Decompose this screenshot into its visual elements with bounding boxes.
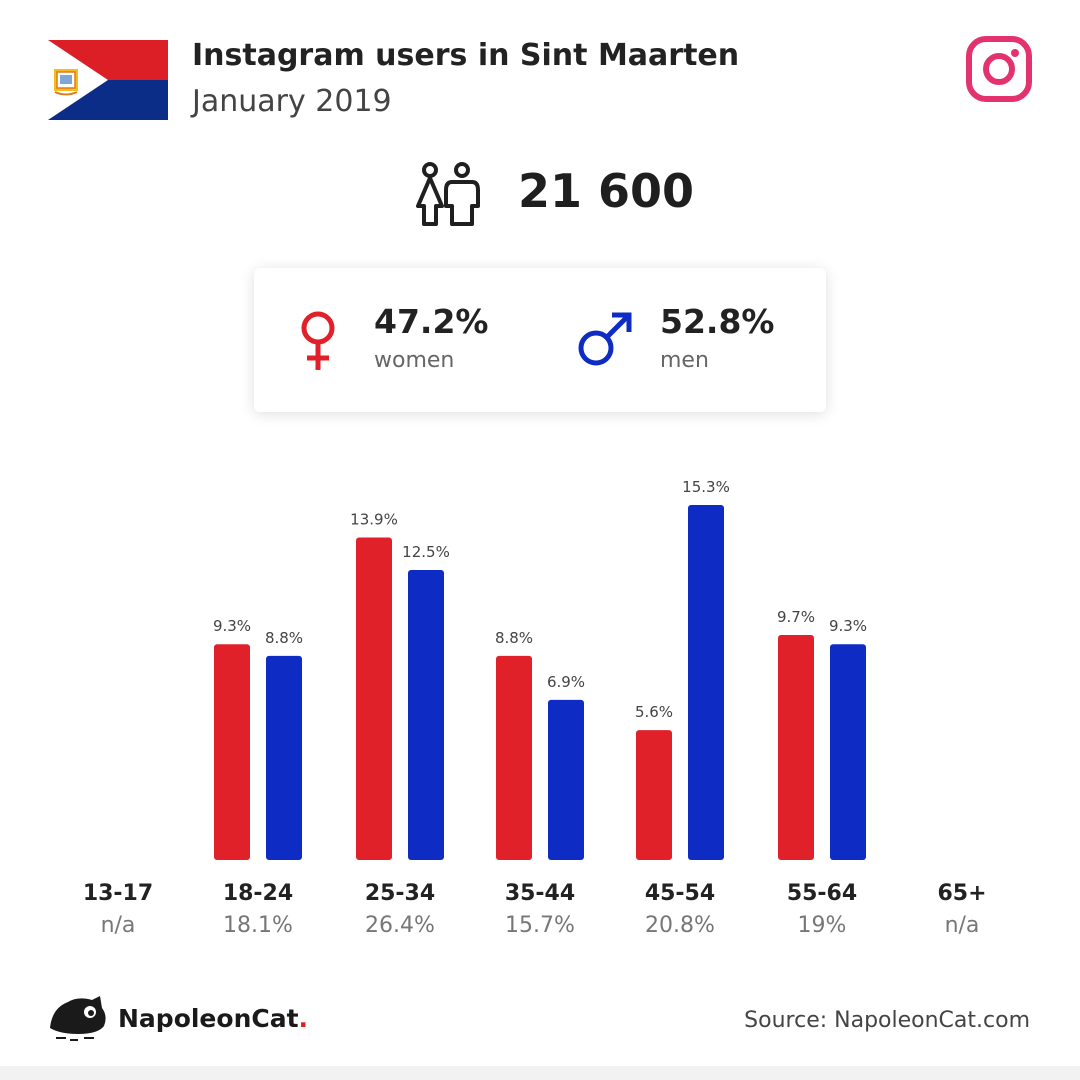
age-group-label: 13-17 (83, 881, 153, 906)
bar-women-25-34 (356, 537, 392, 860)
source-credit: Source: NapoleonCat.com (744, 1008, 1030, 1033)
gender-card: 47.2% women 52.8% men (254, 268, 826, 412)
bar-label-women-18-24: 9.3% (213, 617, 251, 635)
brand-dot: . (298, 1004, 309, 1033)
brand-name: NapoleonCat. (118, 1004, 308, 1033)
page-subtitle: January 2019 (192, 84, 392, 119)
men-label: men (660, 348, 709, 373)
age-group-label: 45-54 (645, 881, 715, 906)
age-group-share: 26.4% (365, 913, 435, 938)
bar-men-18-24 (266, 655, 302, 860)
age-group-share: 18.1% (223, 913, 293, 938)
women-label: women (374, 348, 455, 373)
age-group-share: 20.8% (645, 913, 715, 938)
bar-label-men-18-24: 8.8% (265, 629, 303, 647)
bar-label-women-35-44: 8.8% (495, 629, 533, 647)
men-percentage: 52.8% (660, 302, 775, 341)
people-icon (416, 162, 480, 226)
bar-label-men-35-44: 6.9% (547, 673, 585, 691)
age-group-label: 35-44 (505, 881, 575, 906)
age-group-label: 55-64 (787, 881, 857, 906)
instagram-icon (966, 36, 1032, 102)
bar-label-men-45-54: 15.3% (682, 478, 730, 496)
bar-men-55-64 (830, 644, 866, 860)
page-title: Instagram users in Sint Maarten (192, 38, 740, 73)
male-icon (578, 312, 632, 366)
footer-strip (0, 1066, 1080, 1080)
age-group-share: n/a (945, 913, 980, 938)
bar-men-25-34 (408, 570, 444, 860)
bar-women-55-64 (778, 634, 814, 860)
age-group-label: 65+ (937, 881, 986, 906)
bar-men-45-54 (688, 505, 724, 860)
bar-women-45-54 (636, 730, 672, 860)
bar-men-35-44 (548, 699, 584, 860)
age-group-share: 15.7% (505, 913, 575, 938)
age-group-share: n/a (101, 913, 136, 938)
female-icon (301, 311, 335, 370)
age-group-label: 18-24 (223, 881, 293, 906)
bar-women-18-24 (214, 644, 250, 860)
total-users: 21 600 (518, 164, 695, 218)
sint-maarten-flag-icon (48, 40, 168, 120)
bar-label-women-25-34: 13.9% (350, 511, 398, 529)
age-group-label: 25-34 (365, 881, 435, 906)
age-group-share: 19% (798, 913, 847, 938)
bar-women-35-44 (496, 655, 532, 860)
bar-label-women-45-54: 5.6% (635, 703, 673, 721)
napoleoncat-logo (50, 996, 106, 1041)
women-percentage: 47.2% (374, 302, 489, 341)
bar-label-women-55-64: 9.7% (777, 608, 815, 626)
age-gender-bar-chart: 13-17 n/a 9.3% 8.8% 18-24 18.1% 13.9%12.5% 25-3… (83, 478, 987, 938)
bar-label-men-55-64: 9.3% (829, 617, 867, 635)
bar-label-men-25-34: 12.5% (402, 543, 450, 561)
brand-name-text: NapoleonCat (118, 1004, 299, 1033)
